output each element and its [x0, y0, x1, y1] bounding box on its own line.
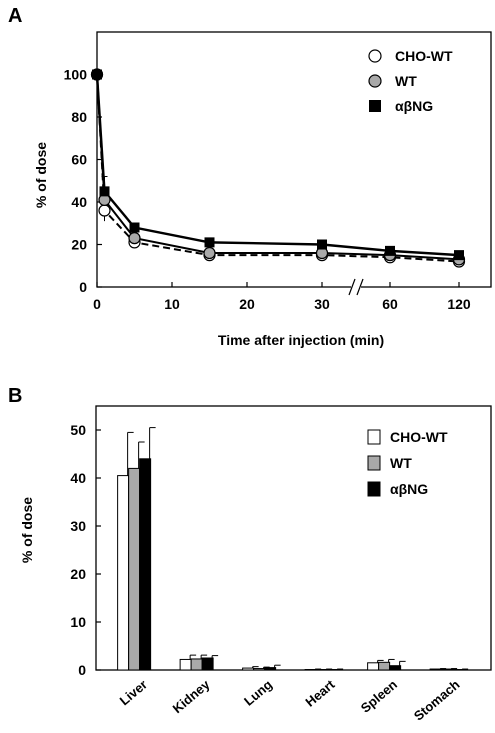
legend-symbol-square	[369, 100, 381, 112]
y-tick-label: 60	[71, 152, 87, 168]
y-tick-label: 80	[71, 109, 87, 125]
y-tick-label: 10	[70, 614, 86, 630]
x-tick-label: 20	[239, 296, 255, 312]
bar	[253, 668, 266, 671]
bar	[264, 667, 277, 671]
data-point-square	[99, 186, 110, 197]
data-point-square	[129, 222, 140, 233]
bar	[367, 662, 380, 671]
panel-a-plot-frame	[96, 31, 492, 288]
legend-label: CHO-WT	[395, 48, 453, 64]
y-tick-label: 40	[70, 470, 86, 486]
panel-a-ticks: 0 20 40 60 80 100 0 10 20 30 60 120	[64, 67, 471, 313]
bar	[378, 661, 391, 671]
x-tick-label: 10	[164, 296, 180, 312]
bar	[128, 467, 141, 671]
bar	[429, 668, 442, 671]
legend-symbol-circle	[368, 74, 382, 88]
bar	[179, 658, 192, 671]
x-tick-label: 30	[314, 296, 330, 312]
data-point-circle	[128, 232, 141, 245]
bar	[117, 475, 130, 671]
legend-symbol-circle	[368, 49, 382, 63]
legend-swatch	[367, 429, 381, 445]
axis-break-mark	[348, 278, 356, 296]
x-tick-label: 0	[93, 296, 101, 312]
panel-b-axes	[95, 405, 492, 671]
data-point-square	[92, 69, 102, 80]
y-tick-label: 20	[70, 566, 86, 582]
axis-break-gap	[351, 283, 361, 291]
y-tick-label: 0	[78, 662, 86, 678]
y-tick-label: 40	[71, 194, 87, 210]
bar	[190, 658, 203, 671]
category-label: Lung	[241, 677, 275, 709]
axis-break-mark	[356, 278, 364, 296]
panel-a-xlabel: Time after injection (min)	[218, 332, 384, 348]
panel-b: B % of dose 0 10 20 30 40 50 Liver Kidney Lung He…	[8, 385, 492, 724]
bar	[440, 668, 453, 671]
y-tick-label: 0	[79, 279, 87, 295]
panel-a-legend: CHO-WT WT αβNG	[368, 48, 453, 114]
x-tick-label: 60	[382, 296, 398, 312]
panel-a-letter: A	[8, 5, 22, 27]
bar	[201, 657, 214, 671]
bar	[139, 458, 152, 671]
panel-b-legend: CHO-WT WT αβNG	[367, 429, 448, 497]
panel-a-axes	[96, 31, 492, 296]
bar	[389, 665, 402, 671]
legend-swatch	[367, 481, 381, 497]
data-point-square	[454, 250, 464, 261]
data-point-square	[204, 237, 215, 248]
bar	[242, 667, 255, 671]
category-label: Liver	[117, 677, 150, 708]
y-tick-label: 100	[64, 67, 88, 83]
category-label: Stomach	[411, 677, 463, 724]
data-point-circle	[98, 204, 111, 217]
y-tick-label: 50	[70, 422, 86, 438]
category-label: Spleen	[358, 677, 400, 716]
legend-label: αβNG	[390, 481, 428, 497]
category-label: Heart	[302, 676, 338, 709]
panel-a-ylabel: % of dose	[33, 142, 49, 208]
data-point-circle	[203, 246, 216, 260]
legend-label: αβNG	[395, 98, 433, 114]
panel-b-marks	[117, 427, 469, 671]
legend-label: WT	[390, 455, 412, 471]
legend-label: WT	[395, 73, 417, 89]
panel-b-letter: B	[8, 385, 22, 407]
panel-b-ylabel: % of dose	[19, 497, 35, 563]
y-tick-label: 30	[70, 518, 86, 534]
data-point-square	[317, 239, 327, 250]
data-point-square	[385, 245, 395, 256]
category-label: Kidney	[170, 676, 213, 716]
legend-swatch	[367, 455, 381, 471]
legend-label: CHO-WT	[390, 429, 448, 445]
panel-b-plot-frame	[95, 405, 492, 671]
y-tick-label: 20	[71, 237, 87, 253]
panel-a-marks	[90, 68, 466, 268]
panel-a: A % of dose Time after injection (min) 0…	[8, 5, 492, 348]
x-tick-label: 120	[447, 296, 471, 312]
